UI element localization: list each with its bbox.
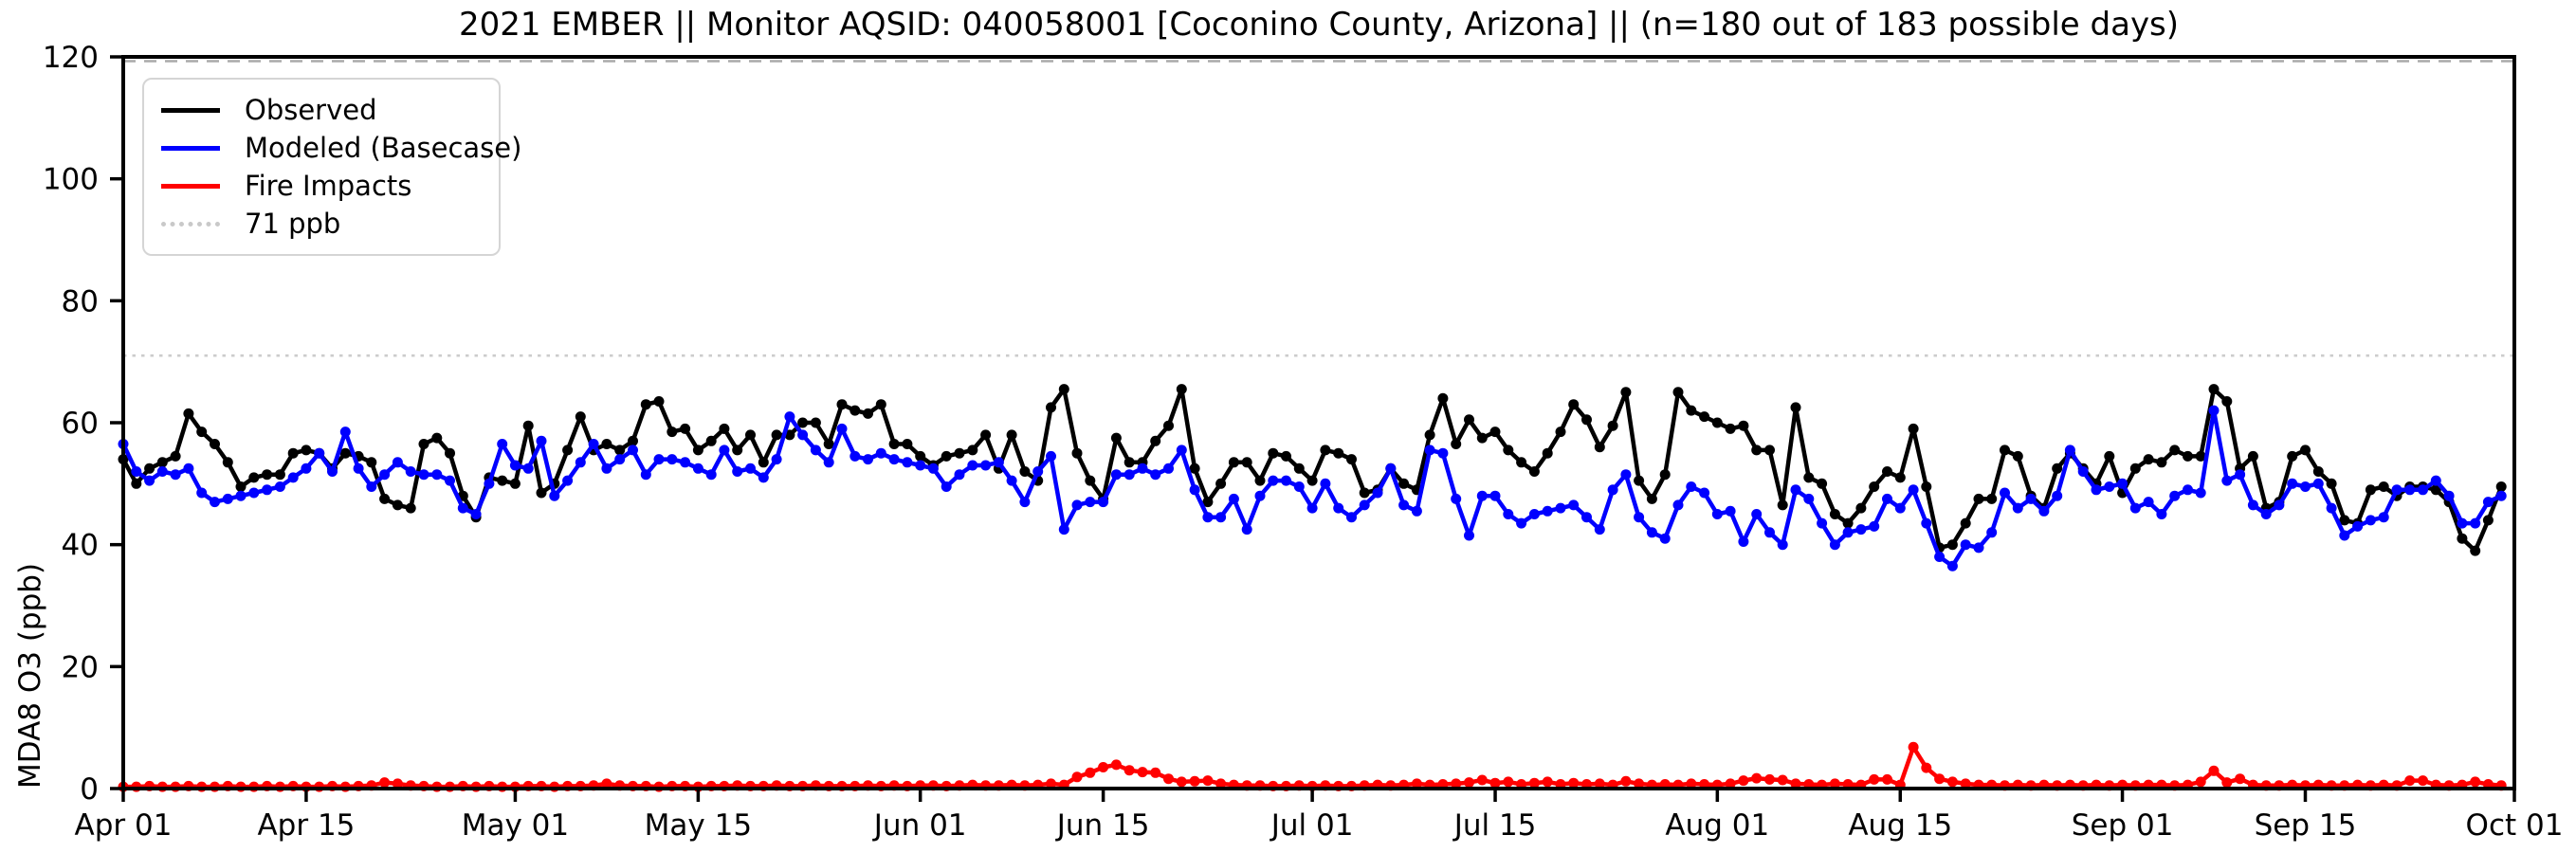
legend-label-observed: Observed <box>245 94 377 126</box>
svg-text:Sep 15: Sep 15 <box>2255 808 2357 843</box>
svg-text:Sep 01: Sep 01 <box>2072 808 2174 843</box>
svg-text:Jun 01: Jun 01 <box>872 808 967 843</box>
svg-text:80: 80 <box>62 284 99 318</box>
legend-item-fire: Fire Impacts <box>161 167 484 205</box>
legend-item-observed: Observed <box>161 91 484 129</box>
svg-text:20: 20 <box>62 650 99 684</box>
svg-text:May 01: May 01 <box>462 808 569 843</box>
legend-item-modeled: Modeled (Basecase) <box>161 129 521 167</box>
svg-text:Jul 01: Jul 01 <box>1270 808 1354 843</box>
svg-text:May 15: May 15 <box>645 808 752 843</box>
svg-text:Apr 15: Apr 15 <box>257 808 355 843</box>
svg-text:Aug 01: Aug 01 <box>1665 808 1769 843</box>
svg-text:Jul 15: Jul 15 <box>1452 808 1537 843</box>
svg-text:40: 40 <box>62 529 99 563</box>
legend-label-threshold: 71 ppb <box>245 208 341 240</box>
svg-text:0: 0 <box>80 772 99 807</box>
modeled-line-swatch <box>161 145 220 151</box>
legend-label-fire: Fire Impacts <box>245 170 412 202</box>
chart-title: 2021 EMBER || Monitor AQSID: 040058001 [… <box>458 6 2180 44</box>
svg-text:100: 100 <box>43 163 99 197</box>
legend: Observed Modeled (Basecase) Fire Impacts… <box>142 78 521 256</box>
threshold-line-swatch <box>161 221 220 227</box>
svg-text:Oct 01: Oct 01 <box>2466 808 2564 843</box>
legend-item-threshold: 71 ppb <box>161 205 484 243</box>
svg-text:120: 120 <box>43 41 99 75</box>
svg-text:60: 60 <box>62 407 99 441</box>
svg-text:Apr 01: Apr 01 <box>75 808 173 843</box>
legend-label-modeled: Modeled (Basecase) <box>245 132 522 164</box>
fire-line-swatch <box>161 183 220 189</box>
svg-text:Jun 15: Jun 15 <box>1055 808 1150 843</box>
svg-text:Aug 15: Aug 15 <box>1848 808 1952 843</box>
observed-line-swatch <box>161 107 220 113</box>
